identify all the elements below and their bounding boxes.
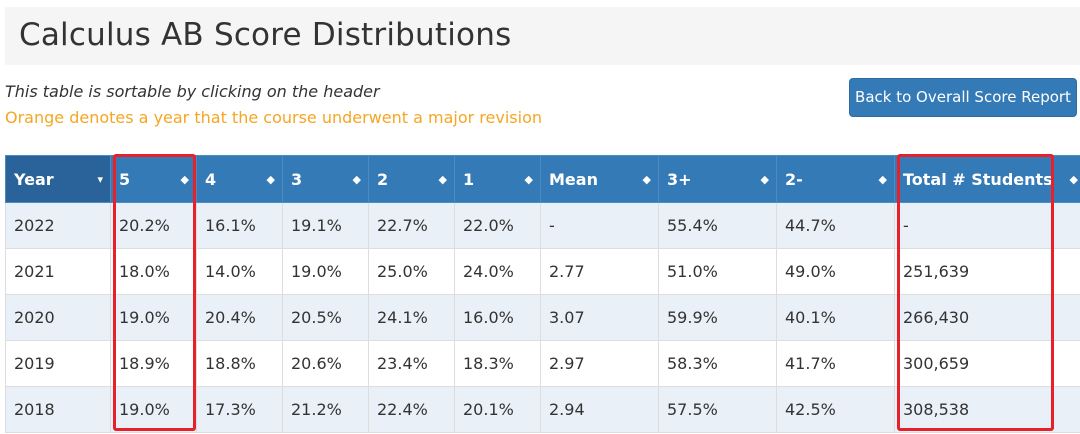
column-header-label: 2 (377, 169, 389, 189)
cell-2-minus: 49.0% (776, 248, 895, 295)
cell-score-4: 17.3% (196, 386, 283, 433)
table-row: 2022 20.2% 16.1% 19.1% 22.7% 22.0% - 55.… (5, 202, 1080, 249)
cell-score-1: 18.3% (454, 340, 541, 387)
cell-year: 2020 (5, 294, 111, 341)
sort-icon: ◆ (180, 173, 189, 186)
cell-3-plus: 59.9% (658, 294, 777, 341)
cell-score-3: 19.0% (282, 248, 369, 295)
cell-score-1: 20.1% (454, 386, 541, 433)
cell-year: 2018 (5, 386, 111, 433)
cell-score-5: 19.0% (110, 386, 197, 433)
cell-score-2: 24.1% (368, 294, 455, 341)
page-title: Calculus AB Score Distributions (19, 17, 512, 53)
column-header-3-plus[interactable]: 3+ ◆ (658, 155, 777, 203)
cell-score-3: 20.6% (282, 340, 369, 387)
cell-2-minus: 41.7% (776, 340, 895, 387)
column-header-label: 3 (291, 169, 303, 189)
sort-icon: ◆ (524, 173, 533, 186)
column-header-label: 4 (205, 169, 217, 189)
cell-mean: 2.97 (540, 340, 659, 387)
sort-icon: ◆ (642, 173, 651, 186)
cell-score-4: 20.4% (196, 294, 283, 341)
back-to-overall-score-report-button[interactable]: Back to Overall Score Report (849, 78, 1077, 117)
revision-note: Orange denotes a year that the course un… (5, 108, 542, 127)
cell-mean: 2.77 (540, 248, 659, 295)
column-header-1[interactable]: 1 ◆ (454, 155, 541, 203)
cell-total-students: 251,639 (894, 248, 1080, 295)
column-header-2[interactable]: 2 ◆ (368, 155, 455, 203)
cell-score-2: 25.0% (368, 248, 455, 295)
cell-mean: 3.07 (540, 294, 659, 341)
cell-mean: - (540, 202, 659, 249)
column-header-label: Total # Students (903, 169, 1053, 189)
table-row: 2018 19.0% 17.3% 21.2% 22.4% 20.1% 2.94 … (5, 386, 1080, 433)
cell-total-students: - (894, 202, 1080, 249)
table-row: 2021 18.0% 14.0% 19.0% 25.0% 24.0% 2.77 … (5, 248, 1080, 295)
cell-score-2: 22.7% (368, 202, 455, 249)
cell-3-plus: 55.4% (658, 202, 777, 249)
cell-score-1: 24.0% (454, 248, 541, 295)
table-row: 2019 18.9% 18.8% 20.6% 23.4% 18.3% 2.97 … (5, 340, 1080, 387)
cell-score-1: 16.0% (454, 294, 541, 341)
cell-score-1: 22.0% (454, 202, 541, 249)
sort-icon: ◆ (878, 173, 887, 186)
column-header-year[interactable]: Year ▾ (5, 155, 111, 203)
sort-desc-icon: ▾ (97, 173, 103, 186)
cell-score-5: 19.0% (110, 294, 197, 341)
column-header-mean[interactable]: Mean ◆ (540, 155, 659, 203)
sort-icon: ◆ (266, 173, 275, 186)
cell-score-5: 20.2% (110, 202, 197, 249)
cell-score-5: 18.0% (110, 248, 197, 295)
column-header-label: 5 (119, 169, 131, 189)
column-header-label: 3+ (667, 169, 692, 189)
column-header-label: 2- (785, 169, 803, 189)
sort-icon: ◆ (1069, 173, 1078, 186)
cell-score-3: 21.2% (282, 386, 369, 433)
score-distribution-table: Year ▾ 5 ◆ 4 ◆ 3 ◆ 2 ◆ (5, 155, 1080, 433)
cell-score-3: 20.5% (282, 294, 369, 341)
cell-mean: 2.94 (540, 386, 659, 433)
cell-score-4: 14.0% (196, 248, 283, 295)
cell-3-plus: 51.0% (658, 248, 777, 295)
sort-icon: ◆ (760, 173, 769, 186)
cell-total-students: 300,659 (894, 340, 1080, 387)
sort-icon: ◆ (438, 173, 447, 186)
column-header-5[interactable]: 5 ◆ (110, 155, 197, 203)
table-header-row: Year ▾ 5 ◆ 4 ◆ 3 ◆ 2 ◆ (5, 155, 1080, 203)
column-header-total-students[interactable]: Total # Students ◆ (894, 155, 1080, 203)
cell-3-plus: 57.5% (658, 386, 777, 433)
column-header-label: 1 (463, 169, 475, 189)
column-header-label: Year (14, 169, 54, 189)
sort-icon: ◆ (352, 173, 361, 186)
column-header-2-minus[interactable]: 2- ◆ (776, 155, 895, 203)
cell-score-4: 18.8% (196, 340, 283, 387)
cell-score-2: 22.4% (368, 386, 455, 433)
cell-score-5: 18.9% (110, 340, 197, 387)
column-header-4[interactable]: 4 ◆ (196, 155, 283, 203)
cell-score-4: 16.1% (196, 202, 283, 249)
cell-2-minus: 40.1% (776, 294, 895, 341)
sortable-note: This table is sortable by clicking on th… (5, 82, 380, 101)
cell-2-minus: 42.5% (776, 386, 895, 433)
cell-score-2: 23.4% (368, 340, 455, 387)
title-bar: Calculus AB Score Distributions (5, 7, 1080, 65)
column-header-3[interactable]: 3 ◆ (282, 155, 369, 203)
cell-3-plus: 58.3% (658, 340, 777, 387)
cell-year: 2021 (5, 248, 111, 295)
cell-total-students: 266,430 (894, 294, 1080, 341)
table-row: 2020 19.0% 20.4% 20.5% 24.1% 16.0% 3.07 … (5, 294, 1080, 341)
cell-total-students: 308,538 (894, 386, 1080, 433)
cell-year: 2022 (5, 202, 111, 249)
column-header-label: Mean (549, 169, 598, 189)
cell-year: 2019 (5, 340, 111, 387)
cell-score-3: 19.1% (282, 202, 369, 249)
cell-2-minus: 44.7% (776, 202, 895, 249)
